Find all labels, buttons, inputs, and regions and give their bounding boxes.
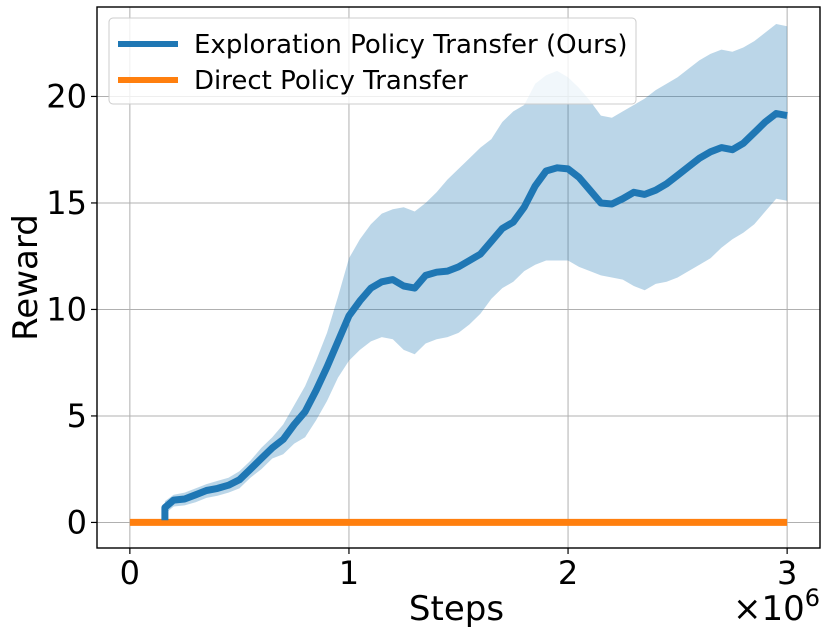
plot-frame <box>96 6 821 549</box>
series-band-0 <box>164 24 788 521</box>
x-axis-multiplier-exponent: 6 <box>805 584 820 612</box>
x-axis-multiplier: ×106 <box>733 584 820 629</box>
y-tick-label: 10 <box>46 290 87 328</box>
x-axis-ticks: 0 1 2 3 <box>120 548 797 592</box>
y-tick-label: 20 <box>46 77 87 115</box>
legend: Exploration Policy Transfer (Ours) Direc… <box>108 17 637 105</box>
legend-label-direct: Direct Policy Transfer <box>194 66 468 96</box>
y-axis-ticks: 0 5 10 15 20 <box>46 77 97 541</box>
legend-label-exploration: Exploration Policy Transfer (Ours) <box>194 30 627 60</box>
y-axis-label: Reward <box>6 214 46 341</box>
series-lines <box>129 110 788 526</box>
confidence-bands <box>164 24 788 521</box>
y-tick-label: 0 <box>67 503 87 541</box>
x-tick-label: 3 <box>777 554 797 592</box>
x-tick-label: 0 <box>120 554 140 592</box>
x-axis-label: Steps <box>409 589 504 629</box>
x-axis-multiplier-base: ×10 <box>733 589 805 629</box>
series-line-0 <box>161 110 788 521</box>
y-tick-label: 15 <box>46 184 87 222</box>
x-tick-label: 2 <box>558 554 578 592</box>
x-tick-label: 1 <box>339 554 359 592</box>
legend-box <box>108 17 637 105</box>
y-tick-label: 5 <box>67 397 87 435</box>
